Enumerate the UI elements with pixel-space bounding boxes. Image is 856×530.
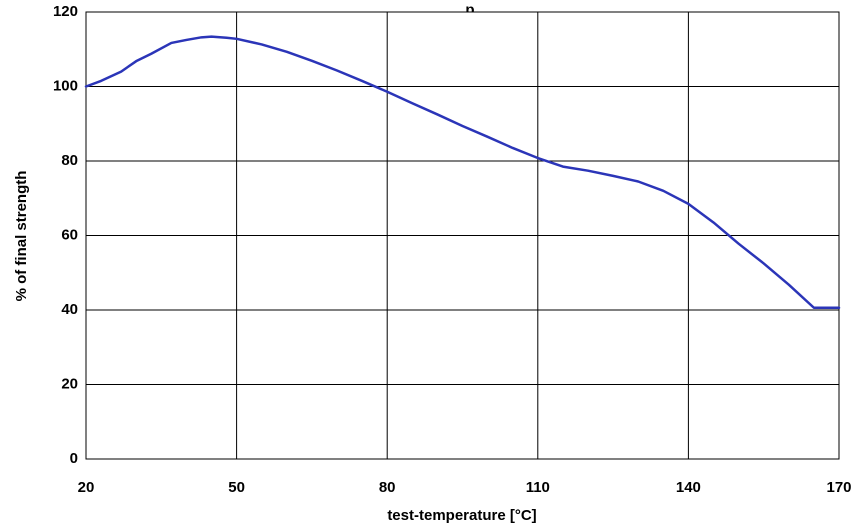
x-tick-label-4: 140 [676,479,701,496]
x-tick-label-2: 80 [379,479,396,496]
y-tick-label-6: 120 [53,3,78,20]
plot-border [85,11,840,460]
x-tick-label-0: 20 [78,479,95,496]
data-line-group [84,35,841,310]
x-tick-labels: 20 50 80 110 140 170 [78,479,852,496]
y-tick-label-1: 20 [61,375,78,392]
x-tick-label-3: 110 [526,479,550,496]
plot-frame [85,11,840,460]
x-tick-label-5: 170 [826,479,851,496]
y-tick-label-0: 0 [70,450,78,467]
y-axis-label: % of final strength [13,171,30,302]
y-tick-label-3: 60 [61,226,78,243]
y-tick-labels: 0 20 40 60 80 100 120 [53,3,78,467]
x-axis-label: test-temperature [°C] [387,507,536,524]
chart-title-fragment: p [465,1,474,18]
y-tick-label-5: 100 [53,77,78,94]
y-tick-label-2: 40 [61,301,78,318]
x-tick-label-1: 50 [228,479,245,496]
data-line [84,35,841,310]
y-tick-label-4: 80 [61,152,78,169]
